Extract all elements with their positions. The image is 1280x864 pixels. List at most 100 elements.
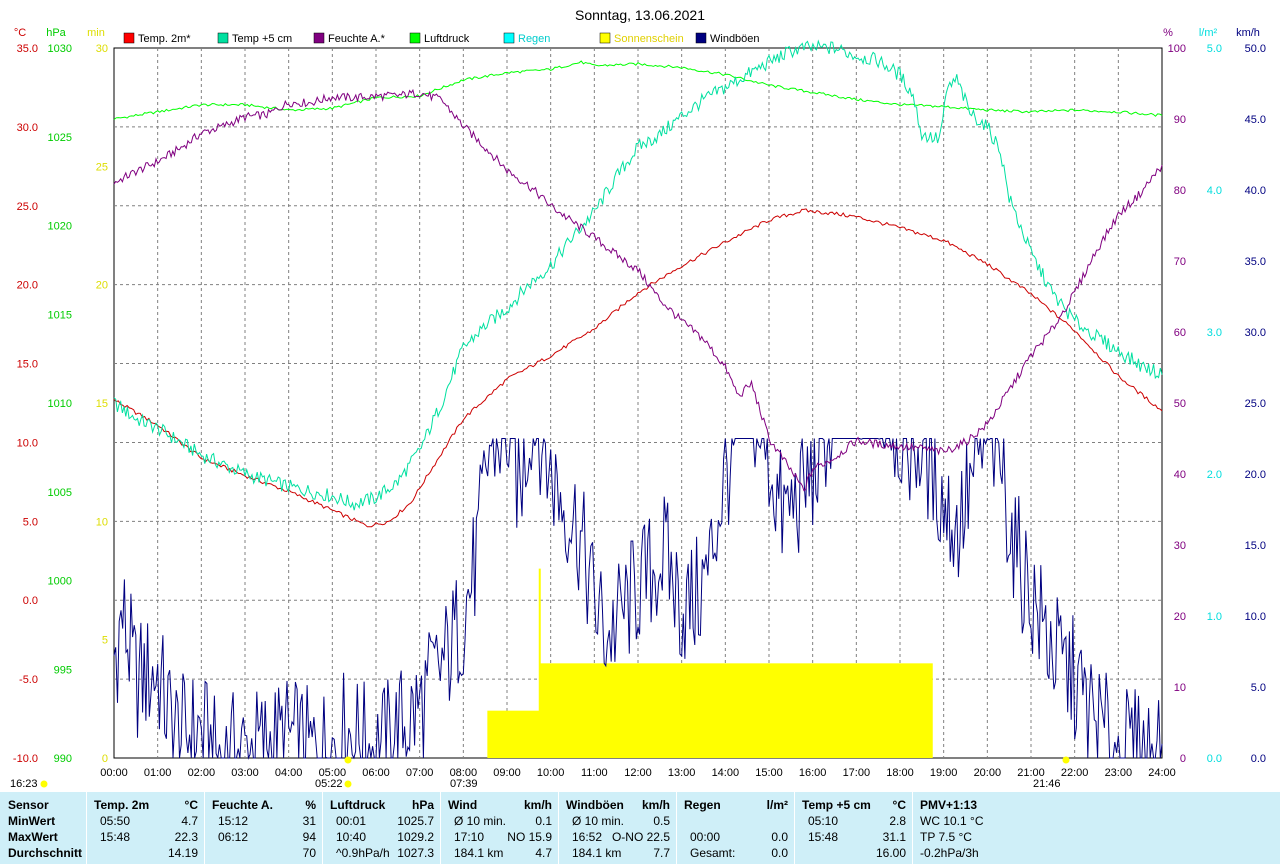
axis-unit-hum: %: [1163, 27, 1173, 39]
x-tick-label: 20:00: [974, 767, 1002, 779]
table-cell: 4.7: [535, 846, 552, 860]
axis-tick-label: 35.0: [1245, 256, 1266, 268]
axis-tick-label: 100: [1168, 43, 1186, 55]
table-cell: km/h: [641, 798, 670, 812]
table-cell: -0.2hPa/3h: [920, 846, 979, 860]
table-cell: Regen: [684, 798, 721, 812]
axis-tick-label: 1030: [48, 43, 72, 55]
axis-tick-label: 40: [1174, 469, 1186, 481]
sun-events: 16:23 05:22 07:39 21:46: [10, 756, 1070, 790]
table-cell: 10:40: [336, 830, 367, 844]
table-cell: 05:10: [808, 814, 839, 828]
legend-swatch: [313, 32, 325, 44]
table-cell: Windböen: [566, 798, 624, 812]
axis-tick-label: 1015: [48, 309, 72, 321]
legend-label: Temp +5 cm: [232, 33, 292, 45]
sunshine-bar: [487, 710, 540, 758]
axis-tick-label: 60: [1174, 327, 1186, 339]
axis-unit-press: hPa: [46, 27, 66, 39]
table-cell: 14.19: [167, 846, 198, 860]
table-cell: Durchschnitt: [8, 846, 83, 860]
axis-tick-label: 5: [102, 635, 108, 647]
table-cell: 22.3: [174, 830, 198, 844]
table-cell: 16.00: [875, 846, 906, 860]
table-cell: 0.0: [771, 830, 788, 844]
table-cell: 2.8: [889, 814, 906, 828]
axis-tick-label: 5.0: [23, 516, 38, 528]
table-cell: l/m²: [766, 798, 788, 812]
axis-tick-label: 30.0: [1245, 327, 1266, 339]
table-separator: [676, 792, 677, 864]
x-tick-label: 24:00: [1148, 767, 1176, 779]
table-cell: 94: [302, 830, 316, 844]
x-tick-label: 10:00: [537, 767, 565, 779]
legend-swatch: [695, 32, 707, 44]
table-cell: MinWert: [8, 814, 56, 828]
table-cell: Feuchte A.: [212, 798, 273, 812]
table-cell: hPa: [411, 798, 434, 812]
series-feuchte: [113, 88, 1163, 492]
axis-tick-label: 15.0: [17, 359, 38, 371]
axis-tick-label: 25: [96, 161, 108, 173]
sun-event-label: 07:39: [450, 778, 478, 790]
series-luftdruck: [113, 60, 1163, 120]
sun-event-label: 05:22: [315, 778, 343, 790]
x-tick-label: 19:00: [930, 767, 958, 779]
axis-tick-label: 1000: [48, 576, 72, 588]
chart-title: Sonntag, 13.06.2021: [575, 7, 705, 23]
x-tick-label: 18:00: [886, 767, 914, 779]
axis-tick-label: 20: [1174, 611, 1186, 623]
table-cell: 1029.2: [397, 830, 434, 844]
x-tick-label: 06:00: [362, 767, 390, 779]
axis-tick-label: -10.0: [13, 753, 38, 765]
table-cell: 0.0: [771, 846, 788, 860]
x-tick-label: 11:00: [581, 767, 608, 779]
table-cell: 1025.7: [397, 814, 434, 828]
axis-tick-label: 70: [1174, 256, 1186, 268]
table-cell: °C: [892, 798, 906, 812]
x-tick-label: 01:00: [144, 767, 172, 779]
axis-tick-label: 20: [96, 280, 108, 292]
table-cell: 7.7: [653, 846, 670, 860]
axis-unit-min: min: [87, 27, 105, 39]
x-tick-label: 17:00: [843, 767, 871, 779]
axis-tick-label: 0.0: [23, 595, 38, 607]
table-cell: WC 10.1 °C: [920, 814, 984, 828]
axis-tick-label: 10.0: [1245, 611, 1266, 623]
table-cell: 00:01: [336, 814, 367, 828]
chart-legend: Temp. 2m* Temp +5 cm Feuchte A.* Luftdruck R…: [123, 32, 760, 45]
table-cell: Ø 10 min.: [454, 814, 507, 828]
axis-tick-label: 10: [96, 516, 108, 528]
axis-tick-label: 30: [1174, 540, 1186, 552]
x-axis-labels: 00:00 01:00 02:00 03:00 04:00 05:00 06:00 07:00…: [100, 767, 1176, 779]
legend-label: Temp. 2m*: [138, 33, 191, 45]
axis-tick-label: 4.0: [1207, 185, 1222, 197]
legend-label: Feuchte A.*: [328, 33, 386, 45]
legend-swatch: [123, 32, 135, 44]
table-cell: %: [305, 798, 316, 812]
x-tick-label: 15:00: [755, 767, 783, 779]
axis-tick-label: 0: [102, 753, 108, 765]
table-cell: Gesamt:: [690, 846, 736, 860]
table-cell: 1027.3: [397, 846, 434, 860]
axis-tick-label: 20.0: [17, 280, 38, 292]
sun-icon: [344, 756, 352, 764]
weather-chart: Sonntag, 13.06.2021 °C 35.0 30.0 25.0 20.0 15…: [10, 7, 1266, 790]
x-tick-label: 07:00: [406, 767, 434, 779]
axis-tick-label: 1025: [48, 132, 72, 144]
plot-area: [113, 39, 1163, 760]
x-tick-label: 21:00: [1017, 767, 1045, 779]
x-tick-label: 22:00: [1061, 767, 1089, 779]
table-separator: [794, 792, 795, 864]
legend-swatch: [503, 32, 515, 44]
table-separator: [912, 792, 913, 864]
x-tick-label: 02:00: [188, 767, 216, 779]
sun-event-label: 21:46: [1033, 778, 1061, 790]
axis-tick-label: 40.0: [1245, 185, 1266, 197]
table-cell: km/h: [523, 798, 552, 812]
table-cell: O-NO 22.5: [611, 830, 670, 844]
axis-tick-label: 1005: [48, 487, 72, 499]
table-cell: Ø 10 min.: [572, 814, 625, 828]
x-tick-label: 04:00: [275, 767, 303, 779]
table-separator: [440, 792, 441, 864]
